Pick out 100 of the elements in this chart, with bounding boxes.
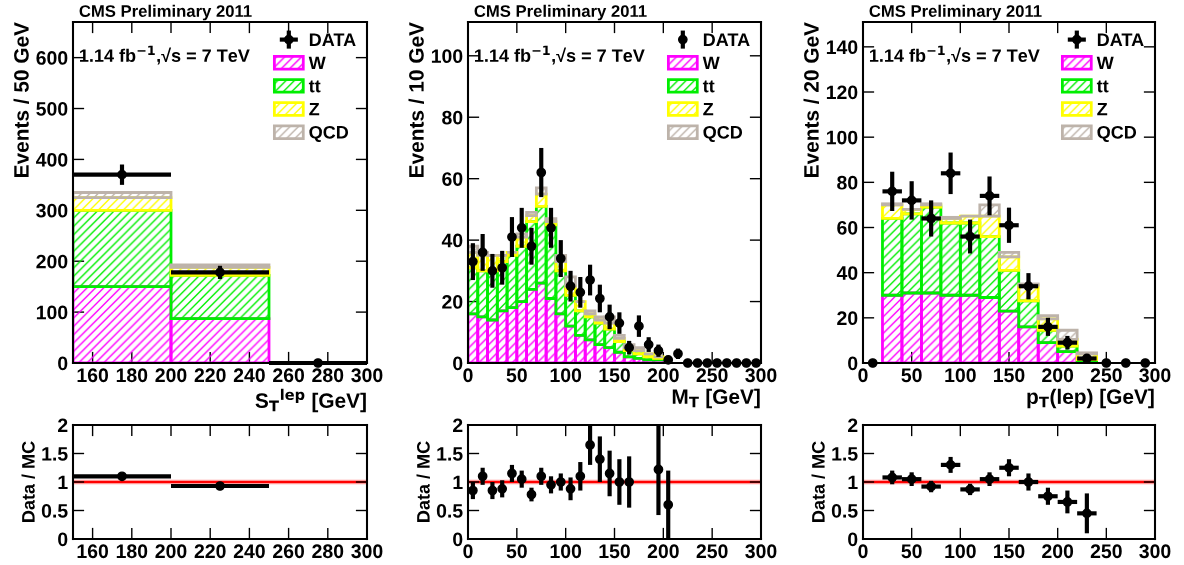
y-tick-label: 0 bbox=[848, 532, 858, 547]
x-tick-label: 150 bbox=[599, 368, 630, 383]
y-axis-title: Events / 50 GeV bbox=[13, 22, 30, 177]
x-tick-label: 300 bbox=[745, 368, 777, 383]
y-tick-label: 60 bbox=[442, 172, 463, 186]
x-tick-label: 0 bbox=[858, 368, 868, 383]
x-tick-label: 50 bbox=[506, 544, 527, 559]
x-tick-label: 0 bbox=[463, 368, 473, 383]
y-axis-title: Data / MC bbox=[21, 441, 35, 522]
x-tick-label: 260 bbox=[273, 368, 305, 383]
y-tick-label: 80 bbox=[837, 175, 858, 190]
x-tick-label: 220 bbox=[194, 544, 226, 559]
x-tick-label: 250 bbox=[696, 368, 728, 383]
x-tick-label: 100 bbox=[550, 544, 582, 559]
x-tick-label: 180 bbox=[116, 544, 148, 559]
x-tick-label: 100 bbox=[945, 544, 976, 559]
legend-label: W bbox=[308, 56, 326, 70]
x-tick-label: 200 bbox=[1042, 368, 1074, 383]
y-tick-label: 2 bbox=[848, 418, 858, 433]
x-tick-label: 200 bbox=[1042, 544, 1074, 559]
y-tick-label: 100 bbox=[431, 49, 463, 64]
x-tick-label: 240 bbox=[233, 544, 265, 559]
annotation: 1.14 fb$^{−1}$,√s = 7 TeV bbox=[80, 45, 250, 65]
legend-label: tt bbox=[1096, 80, 1109, 93]
x-tick-label: 250 bbox=[696, 544, 728, 559]
y-tick-label: 0 bbox=[58, 356, 68, 371]
legend-label: DATA bbox=[1097, 33, 1144, 46]
x-tick-label: 50 bbox=[901, 368, 922, 383]
y-tick-label: 1 bbox=[848, 475, 858, 490]
y-tick-label: 100 bbox=[36, 305, 68, 320]
x-tick-label: 150 bbox=[599, 544, 630, 559]
y-tick-label: 60 bbox=[837, 220, 858, 235]
x-tick-label: 220 bbox=[194, 368, 226, 383]
legend-label: QCD bbox=[309, 125, 349, 143]
x-tick-label: 0 bbox=[858, 544, 868, 559]
x-tick-label: 160 bbox=[77, 544, 109, 559]
x-tick-label: 250 bbox=[1090, 544, 1122, 559]
legend-label: Z bbox=[703, 102, 714, 116]
y-tick-label: 40 bbox=[441, 233, 463, 248]
y-tick-label: 100 bbox=[826, 130, 858, 145]
chart-title: CMS Preliminary 2011 bbox=[869, 4, 1042, 21]
y-tick-label: 1 bbox=[453, 475, 463, 490]
y-tick-label: 2 bbox=[58, 418, 68, 433]
y-tick-label: 20 bbox=[442, 295, 463, 309]
y-tick-label: 0 bbox=[453, 532, 463, 547]
x-tick-label: 150 bbox=[994, 544, 1025, 559]
x-tick-label: 280 bbox=[312, 368, 344, 383]
x-tick-label: 250 bbox=[1090, 368, 1122, 383]
annotation: 1.14 fb$^{−1}$,√s = 7 TeV bbox=[475, 45, 645, 65]
x-tick-label: 200 bbox=[647, 544, 679, 559]
legend-label: DATA bbox=[309, 33, 356, 46]
y-tick-label: 140 bbox=[826, 40, 858, 55]
x-tick-label: 100 bbox=[945, 368, 976, 383]
y-tick-label: 600 bbox=[36, 51, 68, 65]
y-axis-title: Data / MC bbox=[416, 441, 430, 522]
x-tick-label: 260 bbox=[273, 544, 305, 559]
y-tick-label: 2 bbox=[453, 418, 463, 433]
legend-label: tt bbox=[702, 80, 715, 93]
x-axis-title: p$_{T}$(lep) [GeV] bbox=[1027, 388, 1154, 409]
x-tick-label: 160 bbox=[77, 368, 109, 383]
y-tick-label: 80 bbox=[442, 110, 463, 125]
legend-label: DATA bbox=[703, 33, 750, 46]
y-tick-label: 1.5 bbox=[437, 447, 463, 461]
x-tick-label: 300 bbox=[745, 544, 777, 559]
y-tick-label: 1.5 bbox=[832, 447, 858, 461]
legend-label: QCD bbox=[703, 125, 743, 143]
y-tick-label: 200 bbox=[36, 254, 68, 269]
legend-label: W bbox=[702, 56, 720, 70]
legend-label: Z bbox=[1097, 102, 1108, 116]
y-tick-label: 20 bbox=[837, 311, 858, 326]
x-tick-label: 280 bbox=[312, 544, 344, 559]
y-tick-label: 0 bbox=[453, 356, 463, 371]
annotation: 1.14 fb$^{−1}$,√s = 7 TeV bbox=[869, 45, 1040, 65]
y-tick-label: 1.5 bbox=[42, 447, 68, 461]
legend-label: Z bbox=[309, 102, 320, 116]
x-tick-label: 200 bbox=[155, 368, 187, 383]
x-tick-label: 200 bbox=[155, 544, 187, 559]
y-tick-label: 0.5 bbox=[436, 503, 463, 518]
x-tick-label: 50 bbox=[506, 368, 527, 383]
y-tick-label: 40 bbox=[836, 266, 858, 280]
x-tick-label: 240 bbox=[233, 368, 265, 383]
y-tick-label: 1 bbox=[58, 475, 68, 490]
x-tick-label: 300 bbox=[1139, 544, 1171, 559]
y-tick-label: 0.5 bbox=[831, 503, 858, 518]
x-tick-label: 100 bbox=[550, 368, 582, 383]
y-tick-label: 300 bbox=[36, 203, 68, 218]
legend-label: QCD bbox=[1097, 125, 1137, 143]
x-axis-title: M$_{T}$ [GeV] bbox=[672, 388, 760, 409]
legend-label: W bbox=[1096, 56, 1114, 70]
y-tick-label: 0 bbox=[848, 356, 858, 371]
x-tick-label: 0 bbox=[463, 544, 473, 559]
legend-label: tt bbox=[308, 80, 321, 93]
y-axis-title: Events / 20 GeV bbox=[803, 22, 820, 177]
chart-title: CMS Preliminary 2011 bbox=[79, 4, 252, 21]
chart-title: CMS Preliminary 2011 bbox=[474, 4, 647, 21]
x-tick-label: 200 bbox=[647, 368, 679, 383]
y-axis-title: Events / 10 GeV bbox=[408, 22, 425, 177]
y-tick-label: 400 bbox=[35, 152, 68, 167]
x-tick-label: 150 bbox=[994, 368, 1025, 383]
y-tick-label: 500 bbox=[36, 101, 68, 116]
